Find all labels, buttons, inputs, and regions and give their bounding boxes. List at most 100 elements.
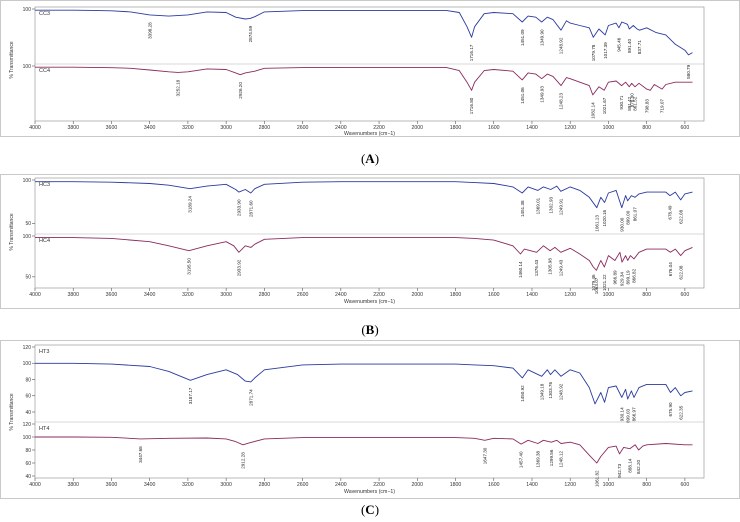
peak-label: 1299.56 <box>549 449 554 466</box>
x-tick-label: 2600 <box>297 292 309 298</box>
peak-label: 929.34 <box>620 272 625 286</box>
y-tick-label: 120 <box>23 345 32 351</box>
x-tick-label: 1200 <box>564 292 576 298</box>
peak-label: 676.04 <box>668 262 673 276</box>
y-axis-label: % Transmittance <box>9 41 15 78</box>
x-tick-label: 1400 <box>526 482 538 488</box>
x-tick-label: 600 <box>681 292 690 298</box>
peak-label: 878.80 <box>629 93 634 107</box>
chart-2: 4000 3800 3600 3400 3200 3000 2800 2600 2400 2200… <box>9 344 705 495</box>
x-tick-label: 1800 <box>450 125 462 131</box>
peak-label: 2871.74 <box>248 389 253 406</box>
x-tick-label: 3200 <box>182 292 194 298</box>
peak-label: 1017.39 <box>603 42 608 59</box>
x-tick-label: 1600 <box>488 292 500 298</box>
x-tick-label: 1400 <box>526 125 538 131</box>
peak-label: 580.79 <box>686 64 691 78</box>
x-tick-label: 600 <box>681 125 690 131</box>
x-tick-label: 2000 <box>412 125 424 131</box>
peak-label: 1451.06 <box>520 87 525 104</box>
x-tick-label: 2400 <box>335 125 347 131</box>
peak-label: 1460.14 <box>518 261 523 278</box>
series-label-ht4: HT4 <box>39 426 49 432</box>
peak-label: 1451.38 <box>520 200 525 217</box>
peak-label: 1061.13 <box>594 215 599 232</box>
peak-label: 1079.78 <box>591 44 596 61</box>
spectrum-line-hc4 <box>35 237 693 271</box>
peak-label: 861.52 <box>633 96 638 110</box>
caption-a: (A) <box>360 151 380 166</box>
spectrum-line-ht3 <box>35 362 693 405</box>
peak-label: 2926.20 <box>238 82 243 99</box>
y-tick-label: 100 <box>23 435 32 441</box>
peak-label: 899.19 <box>625 270 630 284</box>
peak-label: 1349.90 <box>539 29 544 46</box>
peak-label: 1249.91 <box>558 198 563 215</box>
x-tick-label: 800 <box>642 292 651 298</box>
peak-label: 2874.59 <box>248 25 253 42</box>
spectrum-line-ht4 <box>35 436 693 464</box>
peak-label: 1248.92 <box>559 383 564 400</box>
x-tick-label: 3000 <box>220 125 232 131</box>
x-tick-label: 1800 <box>450 482 462 488</box>
peak-label: 1302.93 <box>548 196 553 213</box>
peak-label: 1716.80 <box>469 97 474 114</box>
peak-label: 798.83 <box>645 99 650 113</box>
y-tick-label: 100 <box>23 234 32 240</box>
x-tick-label: 3400 <box>144 482 156 488</box>
peak-label: 1457.40 <box>519 451 524 468</box>
x-axis-label: Wavenumbers (cm−1) <box>344 299 395 305</box>
series-label-cc4: CC4 <box>39 68 50 74</box>
x-axis-label: Wavenumbers (cm−1) <box>344 489 395 495</box>
x-tick-label: 3800 <box>67 482 79 488</box>
x-tick-label: 2000 <box>412 482 424 488</box>
peak-label: 866.82 <box>632 268 637 282</box>
peak-label: 1369.01 <box>536 197 541 214</box>
spectrum-panel-c <box>0 340 740 499</box>
x-tick-label: 1800 <box>450 292 462 298</box>
x-tick-label: 3800 <box>67 292 79 298</box>
x-tick-label: 3600 <box>106 482 118 488</box>
series-label-cc3: CC3 <box>39 11 50 17</box>
x-tick-label: 4000 <box>29 125 41 131</box>
peak-label: 1349.18 <box>539 383 544 400</box>
peak-label: 3189.24 <box>188 196 193 213</box>
x-tick-label: 1000 <box>603 292 615 298</box>
peak-label: 930.14 <box>619 407 624 421</box>
y-tick-label: 80 <box>25 448 31 454</box>
peak-label: 837.71 <box>637 40 642 54</box>
y-axis-label: % Transmittance <box>9 393 15 430</box>
peak-label: 888.14 <box>627 458 632 472</box>
peak-label: 1369.38 <box>536 450 541 467</box>
chart-0: 4000 3800 3600 3400 3200 3000 2800 2600 2400 2200… <box>9 6 705 137</box>
peak-label: 866.97 <box>632 407 637 421</box>
y-tick-label: 60 <box>25 394 31 400</box>
x-tick-label: 3800 <box>67 125 79 131</box>
peak-label: 1305.98 <box>548 258 553 275</box>
y-tick-label: 40 <box>25 410 31 416</box>
peak-label: 899.00 <box>625 210 630 224</box>
peak-label: 1248.12 <box>559 450 564 467</box>
x-tick-label: 2600 <box>297 482 309 488</box>
peak-label: 1249.43 <box>558 259 563 276</box>
peak-label: 861.07 <box>633 207 638 221</box>
x-tick-label: 2200 <box>373 292 385 298</box>
peak-label: 891.42 <box>627 96 632 110</box>
peak-label: 1021.67 <box>602 97 607 114</box>
peak-label: 1079.46 <box>591 274 596 291</box>
peak-label: 3187.17 <box>188 387 193 404</box>
x-tick-label: 3200 <box>182 125 194 131</box>
peak-label: 945.46 <box>617 37 622 51</box>
y-tick-label: 100 <box>23 7 32 13</box>
x-tick-label: 800 <box>642 482 651 488</box>
x-tick-label: 800 <box>642 125 651 131</box>
x-tick-label: 1200 <box>564 125 576 131</box>
peak-label: 2871.60 <box>248 200 253 217</box>
x-tick-label: 2200 <box>373 482 385 488</box>
peak-label: 3252.18 <box>176 79 181 96</box>
plot-frame <box>34 344 705 479</box>
y-axis-label: % Transmittance <box>9 213 15 250</box>
peak-label: 2912.28 <box>241 452 246 469</box>
peak-label: 719.07 <box>660 99 665 113</box>
